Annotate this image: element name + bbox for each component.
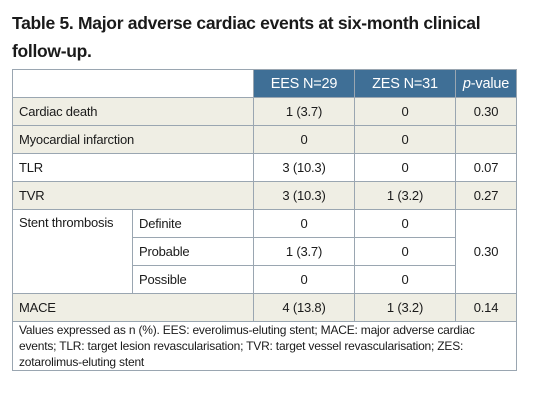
cell-zes: 1 (3.2)	[354, 181, 456, 210]
row-label: TLR	[12, 153, 254, 182]
cell-p-stent-thrombosis: 0.30	[455, 209, 517, 294]
table-row-cardiac-death: Cardiac death 1 (3.7) 0 0.30	[12, 97, 517, 126]
cell-zes: 0	[354, 125, 456, 154]
table-footnote: Values expressed as n (%). EES: everolim…	[12, 321, 517, 371]
cell-zes: 0	[354, 97, 456, 126]
table-row-st-probable: Probable 1 (3.7) 0	[13, 237, 517, 266]
header-zes: ZES N=31	[354, 69, 456, 98]
cell-ees: 1 (3.7)	[253, 97, 355, 126]
row-label: TVR	[12, 181, 254, 210]
cell-ees: 3 (10.3)	[253, 181, 355, 210]
header-blank-cell	[12, 69, 254, 98]
header-p-value: p-value	[455, 69, 517, 98]
table-row-tlr: TLR 3 (10.3) 0 0.07	[12, 153, 517, 182]
cell-zes: 0	[354, 265, 456, 294]
header-p-italic: p	[462, 75, 471, 92]
cell-zes: 0	[354, 209, 456, 238]
cell-zes: 1 (3.2)	[354, 293, 456, 322]
table-row-mi: Myocardial infarction 0 0	[12, 125, 517, 154]
footnote-row: Values expressed as n (%). EES: everolim…	[12, 321, 517, 371]
cell-zes: 0	[354, 153, 456, 182]
sub-label: Probable	[132, 237, 254, 266]
cell-ees: 0	[253, 125, 355, 154]
cell-ees: 0	[253, 209, 355, 238]
row-label: MACE	[12, 293, 254, 322]
cell-ees: 0	[253, 265, 355, 294]
cell-p: 0.07	[455, 153, 517, 182]
cell-p: 0.14	[455, 293, 517, 322]
sub-label: Definite	[132, 209, 254, 238]
table-title: Table 5. Major adverse cardiac events at…	[12, 13, 481, 61]
row-label-stent-thrombosis: Stent thrombosis	[12, 209, 133, 294]
cell-zes: 0	[354, 237, 456, 266]
cell-p	[455, 125, 517, 154]
table-row-tvr: TVR 3 (10.3) 1 (3.2) 0.27	[12, 181, 517, 210]
row-label: Myocardial infarction	[12, 125, 254, 154]
cell-p: 0.30	[455, 97, 517, 126]
row-label: Cardiac death	[12, 97, 254, 126]
header-ees: EES N=29	[253, 69, 355, 98]
header-row: EES N=29 ZES N=31 p-value	[12, 69, 517, 98]
cell-ees: 4 (13.8)	[253, 293, 355, 322]
table-row-st-definite: Stent thrombosis Definite 0 0 0.30	[12, 209, 517, 294]
table-row-mace: MACE 4 (13.8) 1 (3.2) 0.14	[12, 293, 517, 322]
cell-ees: 1 (3.7)	[253, 237, 355, 266]
cell-ees: 3 (10.3)	[253, 153, 355, 182]
mace-table: EES N=29 ZES N=31 p-value Cardiac death …	[12, 69, 517, 371]
sub-label: Possible	[132, 265, 254, 294]
header-p-rest: -value	[470, 75, 510, 92]
cell-p: 0.27	[455, 181, 517, 210]
